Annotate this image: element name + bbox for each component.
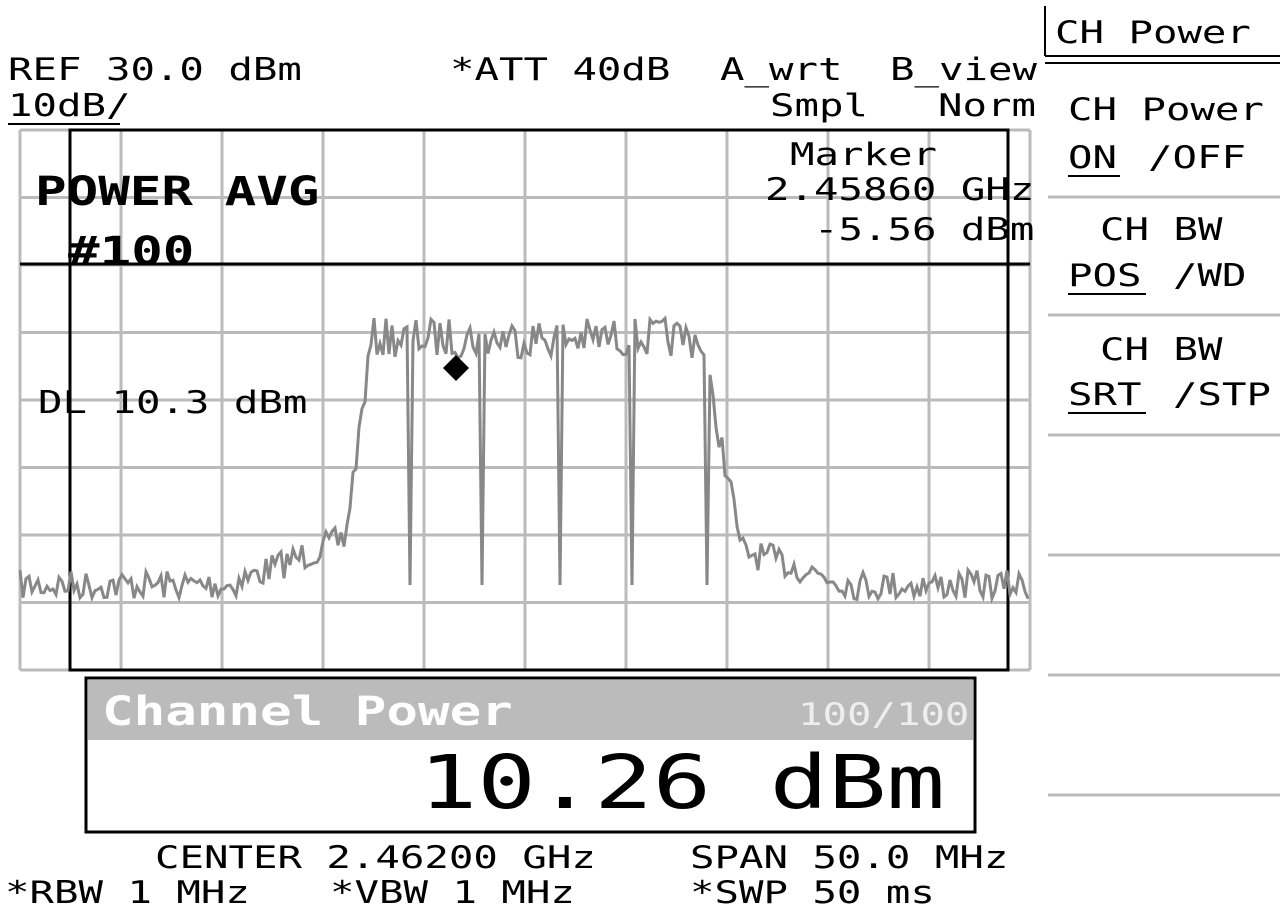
menu-item-selected: SRT (1068, 377, 1141, 413)
span: SPAN 50.0 MHz (690, 840, 1008, 876)
result-value: 10.26 dBm (419, 740, 945, 826)
center-frequency: CENTER 2.46200 GHz (155, 840, 596, 876)
average-label: POWER AVG (35, 169, 319, 215)
scale: 10dB/ (8, 88, 130, 124)
menu-title: CH Power (1055, 15, 1251, 51)
frame (68, 128, 1010, 672)
menu-item-selected: POS (1068, 258, 1141, 294)
marker-symbol (443, 355, 469, 381)
trace-b: B_view (890, 52, 1037, 88)
soft-menu: CH Power CH Power ON /OFF CH BW POS /WD … (1044, 6, 1280, 797)
detector: Smpl (770, 88, 868, 124)
attenuation: *ATT 40dB (450, 52, 670, 88)
ref-level: REF 30.0 dBm (8, 52, 302, 88)
marker-level: -5.56 dBm (814, 212, 1034, 248)
menu-item-option: /STP (1173, 377, 1271, 413)
menu-item[interactable]: CH BW SRT /STP (1068, 332, 1271, 414)
display-line-label: DL 10.3 dBm (38, 385, 307, 421)
menu-item-label: CH Power (1068, 92, 1264, 128)
trace (18, 315, 1030, 605)
marker-frequency: 2.45860 GHz (765, 172, 1034, 208)
vbw: *VBW 1 MHz (330, 875, 575, 910)
result-progress: 100/100 (798, 697, 969, 733)
sweep: *SWP 50 ms (690, 875, 935, 910)
mode: Norm (938, 88, 1036, 124)
menu-item-option: /OFF (1148, 140, 1246, 176)
menu-item-selected: ON (1068, 140, 1117, 176)
trace-a: A_wrt (720, 52, 842, 88)
result-title: Channel Power (102, 689, 513, 735)
menu-item[interactable]: CH Power ON /OFF (1068, 92, 1264, 177)
menu-item-label: CH BW (1100, 332, 1223, 368)
result-header (88, 680, 973, 740)
rbw: *RBW 1 MHz (5, 875, 250, 910)
menu-item[interactable]: CH BW POS /WD (1068, 212, 1246, 295)
average-count: #100 (68, 229, 194, 275)
menu-item-option: /WD (1173, 258, 1246, 294)
marker-label: Marker (790, 137, 937, 173)
menu-item-label: CH BW (1100, 212, 1223, 248)
